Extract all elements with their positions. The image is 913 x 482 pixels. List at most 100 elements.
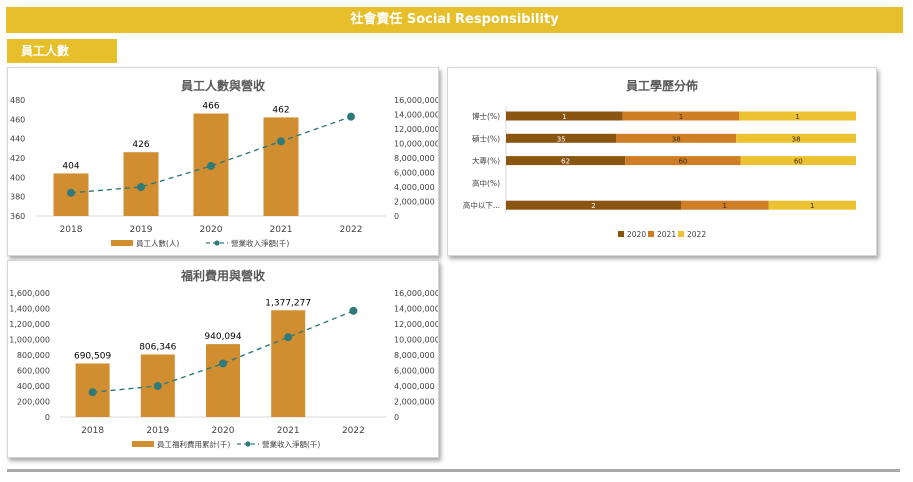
stacked-bar-segment	[506, 200, 681, 210]
education-chart-panel: 員工學歷分佈 博士(%) 1 1 1 碩士(%) 35 38 38 大專(%) 62 60 60 高中(%…	[447, 67, 877, 256]
y-tick-label: 1,400,000	[9, 305, 50, 314]
y2-tick-label: 2,000,000	[394, 398, 435, 407]
section-tab-employees[interactable]: 員工人數	[7, 39, 117, 63]
y2-tick-label: 14,000,000	[394, 305, 438, 314]
y2-tick-label: 8,000,000	[394, 154, 435, 163]
legend-swatch	[678, 231, 684, 237]
y-tick-label: 200,000	[17, 398, 50, 407]
y-tick-label: 420	[10, 154, 25, 163]
y-tick-label: 460	[10, 115, 25, 124]
y2-tick-label: 8,000,000	[394, 351, 435, 360]
data-label: 35	[557, 135, 566, 143]
employee-revenue-chart: 員工人數與營收 360 380 400 420 440 460 480 0 2,000,000 4,…	[10, 78, 438, 248]
data-label: 806,346	[139, 343, 176, 353]
legend-label: 2021	[657, 230, 676, 239]
bar	[206, 344, 240, 417]
y-tick-label: 大專(%)	[472, 156, 500, 166]
legend-swatch	[618, 231, 624, 237]
y-tick-label: 480	[10, 96, 25, 105]
revenue-point	[284, 333, 293, 342]
x-tick-label: 2018	[81, 426, 104, 436]
bar	[271, 310, 306, 417]
y-tick-label: 博士(%)	[472, 111, 500, 121]
y-tick-label: 1,200,000	[9, 320, 50, 329]
stacked-bar-segment	[616, 133, 737, 143]
revenue-line	[70, 116, 352, 194]
legend-label: 員工人數(人)	[136, 238, 179, 248]
stacked-bar-segment	[681, 200, 769, 210]
stacked-bar-segment	[739, 111, 856, 121]
revenue-point	[88, 388, 97, 397]
stacked-bar-segment	[768, 200, 856, 210]
stacked-bar-segment	[740, 156, 856, 166]
legend-label: 2020	[627, 230, 646, 239]
y2-tick-label: 10,000,000	[394, 140, 438, 149]
chart-title: 福利費用與營收	[180, 268, 265, 283]
revenue-point	[153, 382, 162, 390]
revenue-point	[137, 183, 145, 191]
stacked-bar-segment	[622, 111, 740, 121]
y-tick-label: 1,000,000	[9, 336, 50, 345]
data-label: 426	[132, 140, 149, 150]
bar	[263, 117, 299, 216]
bottom-divider	[7, 469, 900, 472]
data-label: 690,509	[74, 351, 111, 361]
legend-swatch-point	[214, 240, 220, 246]
data-label: 466	[202, 102, 219, 112]
revenue-point	[347, 112, 355, 121]
x-tick-label: 2021	[277, 426, 300, 436]
y-tick-label: 高中(%)	[472, 178, 500, 188]
x-tick-label: 2019	[130, 225, 153, 235]
y-tick-label: 360	[10, 212, 25, 221]
legend-swatch-bars	[111, 240, 133, 246]
stacked-bar-segment	[625, 156, 741, 166]
data-label: 1	[795, 113, 799, 121]
data-label: 1,377,277	[265, 298, 311, 308]
legend-swatch-point	[245, 441, 251, 447]
stacked-bar-segment	[736, 133, 856, 143]
y2-tick-label: 16,000,000	[394, 289, 438, 298]
y2-tick-label: 16,000,000	[394, 96, 438, 105]
y2-tick-label: 10,000,000	[394, 336, 438, 345]
legend-swatch-bars	[132, 441, 154, 447]
data-label: 462	[272, 105, 289, 115]
y-tick-label: 380	[10, 193, 25, 202]
data-label: 62	[561, 158, 570, 166]
legend-label: 2022	[687, 230, 706, 239]
revenue-point	[277, 137, 285, 146]
welfare-revenue-chart: 福利費用與營收 0 200,000 400,000 600,000 800,000 1,00…	[9, 268, 438, 449]
data-label: 60	[794, 158, 803, 166]
x-tick-label: 2020	[212, 426, 235, 436]
y2-tick-label: 4,000,000	[394, 183, 435, 192]
page-header: 社會責任 Social Responsibility	[6, 7, 903, 33]
y2-tick-label: 0	[394, 413, 399, 422]
stacked-bar-segment	[506, 111, 623, 121]
revenue-point	[219, 359, 227, 368]
data-label: 404	[62, 161, 79, 171]
y-tick-label: 400,000	[17, 382, 50, 391]
y2-tick-label: 0	[394, 212, 399, 221]
x-tick-label: 2018	[60, 225, 83, 235]
data-label: 60	[678, 158, 687, 166]
x-tick-label: 2021	[270, 225, 293, 235]
employee-revenue-chart-panel: 員工人數與營收 360 380 400 420 440 460 480 0 2,000,000 4,…	[7, 67, 439, 256]
data-label: 2	[591, 202, 595, 210]
y-tick-label: 碩士(%)	[472, 133, 500, 143]
stacked-bar-segment	[506, 133, 617, 143]
x-tick-label: 2020	[200, 225, 223, 235]
revenue-point	[349, 306, 358, 315]
y-tick-label: 800,000	[17, 351, 50, 360]
y-tick-label: 440	[10, 135, 25, 144]
stacked-bar-segment	[506, 156, 626, 166]
revenue-point	[67, 188, 75, 197]
legend-label: 營業收入淨額(千)	[231, 238, 289, 248]
x-tick-label: 2022	[340, 225, 363, 235]
data-label: 940,094	[204, 332, 241, 342]
revenue-line	[92, 310, 354, 393]
y2-tick-label: 12,000,000	[394, 320, 438, 329]
y2-tick-label: 6,000,000	[394, 367, 435, 376]
data-label: 1	[679, 113, 683, 121]
legend-swatch	[648, 231, 654, 237]
chart-title: 員工學歷分佈	[625, 78, 698, 93]
